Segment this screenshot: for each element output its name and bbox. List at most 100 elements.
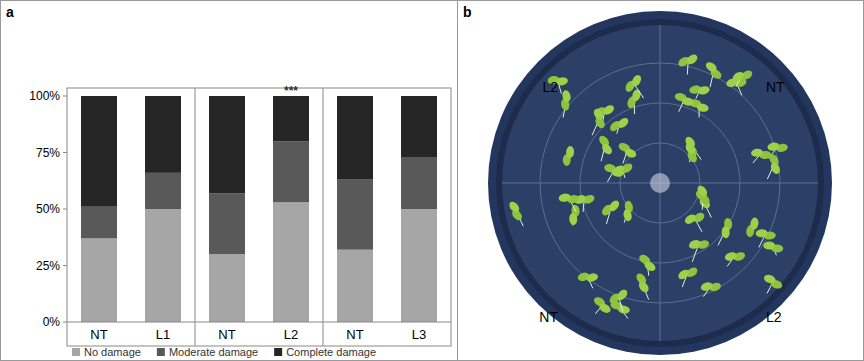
bars bbox=[81, 96, 437, 322]
seedling bbox=[684, 141, 699, 164]
bar-segment bbox=[337, 180, 373, 250]
seedling-leaf bbox=[763, 273, 777, 284]
seedling-leaf bbox=[631, 89, 642, 103]
seedling-leaf bbox=[731, 70, 745, 83]
seedling bbox=[563, 146, 575, 166]
seedling-leaf bbox=[623, 147, 637, 159]
seedling-leaf bbox=[558, 193, 571, 203]
x-axis bbox=[67, 322, 451, 323]
seedling-leaf bbox=[600, 142, 614, 156]
bar-segment bbox=[81, 238, 117, 322]
seedling-leaf bbox=[561, 89, 571, 102]
dish-center bbox=[650, 173, 670, 193]
seedling-leaf bbox=[601, 103, 615, 116]
seedling bbox=[745, 217, 759, 238]
bar-segment bbox=[273, 141, 309, 202]
seedling bbox=[695, 184, 711, 210]
seedling-leaf bbox=[681, 97, 694, 107]
panel-divider bbox=[457, 0, 458, 361]
x-tick-label: L2 bbox=[284, 327, 298, 342]
seedling-leaf bbox=[566, 146, 574, 158]
bar-segment bbox=[145, 173, 181, 209]
legend-label: Complete damage bbox=[286, 346, 376, 358]
seedling-leaf bbox=[643, 260, 657, 273]
figure: a0%25%50%75%100%NTL1NTL2NTL3***No damage… bbox=[0, 0, 864, 361]
group-separator bbox=[323, 88, 324, 346]
panel-label: a bbox=[6, 4, 14, 20]
y-tick bbox=[63, 152, 67, 153]
bar-segment bbox=[273, 202, 309, 322]
seedling-leaf bbox=[721, 226, 730, 239]
y-tick-label: 100% bbox=[29, 89, 60, 103]
seedling bbox=[683, 211, 706, 232]
seedling bbox=[718, 218, 733, 246]
seedling-leaf bbox=[607, 199, 621, 213]
seedling-leaf bbox=[769, 161, 782, 175]
legend-label: No damage bbox=[84, 346, 141, 358]
quadrant-label: L2 bbox=[766, 309, 782, 325]
seedling bbox=[611, 162, 634, 178]
seedling-leaf bbox=[684, 141, 697, 155]
legend-swatch bbox=[157, 348, 165, 356]
seedling bbox=[597, 134, 614, 161]
x-tick-label: NT bbox=[90, 327, 107, 342]
seedling-leaf bbox=[683, 213, 697, 226]
seedling-leaf bbox=[751, 148, 764, 157]
seedling bbox=[724, 251, 747, 267]
seedling-leaf bbox=[700, 281, 714, 292]
figure-border bbox=[1, 1, 864, 361]
seedling bbox=[592, 107, 607, 135]
seedling bbox=[677, 53, 700, 75]
seedling bbox=[560, 89, 572, 117]
seedling bbox=[600, 199, 621, 224]
y-tick bbox=[63, 265, 67, 266]
seedling bbox=[763, 242, 783, 256]
seedling bbox=[603, 163, 624, 182]
group-separator bbox=[195, 88, 196, 346]
seedling-leaf bbox=[724, 251, 738, 263]
bar-segment bbox=[209, 96, 245, 193]
bar-segment bbox=[145, 209, 181, 322]
bar-segment bbox=[337, 96, 373, 180]
seedling bbox=[638, 253, 658, 276]
quadrant-label: NT bbox=[539, 309, 558, 325]
seedling bbox=[577, 271, 599, 288]
bar-segment bbox=[401, 157, 437, 209]
quadrant-label: L2 bbox=[542, 79, 558, 95]
seedling-leaf bbox=[697, 85, 711, 96]
seedling bbox=[592, 295, 612, 314]
y-tick-label: 0% bbox=[43, 315, 61, 329]
x-tick-label: NT bbox=[346, 327, 363, 342]
bar-segment bbox=[273, 96, 309, 141]
seedling-leaf bbox=[615, 288, 629, 302]
seedling-leaf bbox=[637, 280, 651, 294]
seedling-leaf bbox=[592, 107, 605, 121]
seedling bbox=[677, 266, 700, 287]
x-tick-label: NT bbox=[218, 327, 235, 342]
seedling bbox=[704, 60, 723, 87]
seedling bbox=[688, 239, 711, 262]
dish-medium bbox=[502, 25, 818, 341]
seedling bbox=[558, 193, 580, 212]
seedling bbox=[624, 74, 644, 99]
quadrant-label: NT bbox=[766, 79, 785, 95]
seedling-leaf bbox=[585, 272, 599, 283]
seedling-leaf bbox=[630, 74, 643, 88]
seedling-leaf bbox=[755, 229, 768, 238]
seedling bbox=[622, 200, 634, 223]
seedling bbox=[763, 273, 784, 293]
seedling-leaf bbox=[569, 213, 578, 226]
seedling bbox=[608, 116, 630, 134]
seedling-leaf bbox=[763, 242, 775, 250]
seedling bbox=[755, 229, 776, 248]
significance: *** bbox=[284, 84, 298, 98]
bar-segment bbox=[337, 250, 373, 322]
seedling bbox=[507, 200, 524, 226]
seedling-leaf bbox=[622, 208, 632, 221]
bar-segment bbox=[81, 207, 117, 239]
dish-rim bbox=[488, 11, 832, 355]
seedling bbox=[634, 272, 650, 300]
seedling bbox=[751, 148, 772, 163]
y-tick bbox=[63, 96, 67, 97]
seedling-leaf bbox=[677, 268, 691, 281]
